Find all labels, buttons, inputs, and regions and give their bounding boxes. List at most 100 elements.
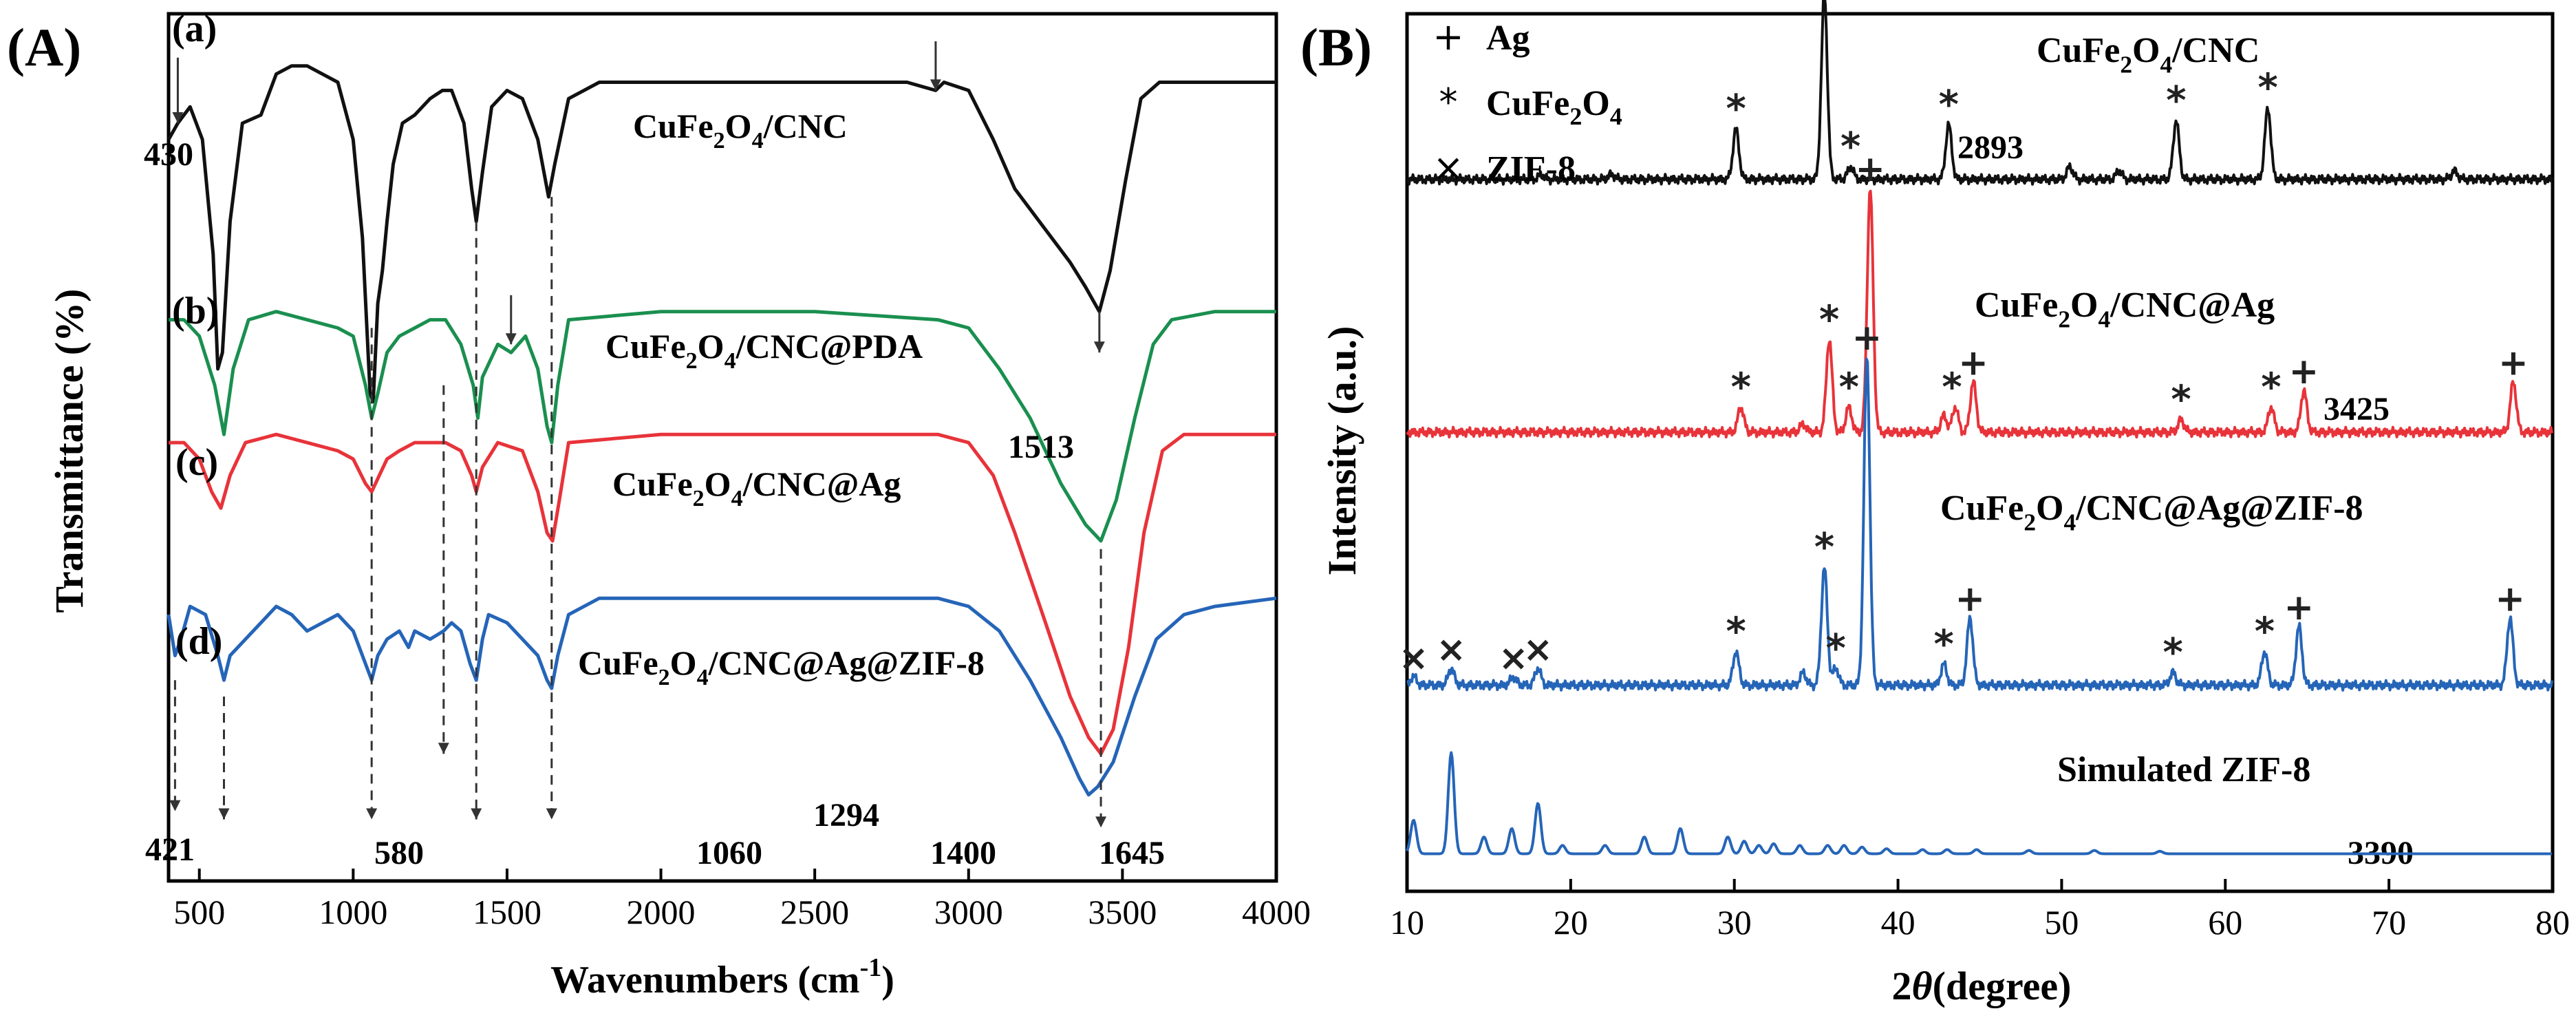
ftir-series-c	[169, 432, 1276, 756]
legend-symbol: *	[1439, 81, 1458, 124]
legend-symbol: +	[1432, 15, 1463, 59]
xrd-peak-marker: *	[1840, 125, 1860, 169]
ftir-x-tick-label: 3000	[934, 893, 1003, 931]
ftir-x-tick-label: 2000	[627, 893, 696, 931]
xrd-peak-marker: *	[1731, 365, 1751, 410]
ftir-annotation-arrow	[930, 79, 941, 91]
ftir-series-d	[167, 596, 1277, 797]
xrd-peak-marker: *	[2166, 78, 2186, 123]
panel-b-label: (B)	[1300, 17, 1372, 77]
xrd-peak-marker: *	[1839, 365, 1859, 410]
ftir-series-a	[167, 64, 1276, 404]
xrd-x-tick-label: 30	[1717, 903, 1752, 942]
ftir-tag-c: (c)	[175, 441, 218, 484]
ftir-annotation-label: 580	[374, 835, 424, 871]
xrd-series-B4	[1406, 751, 2553, 856]
panel-b-y-label: Intensity (a.u.)	[1320, 326, 1364, 576]
xrd-peak-marker: ×	[1399, 637, 1429, 679]
ftir-annotation-arrow	[366, 808, 378, 820]
ftir-x-tick-label: 500	[173, 893, 225, 931]
ftir-annotation-arrow	[505, 333, 517, 345]
xrd-peak-marker: *	[2257, 65, 2277, 110]
ftir-annotation-arrow	[218, 808, 230, 820]
ftir-annotation-arrow	[438, 743, 449, 754]
xrd-x-tick-label: 20	[1554, 903, 1588, 942]
xrd-series-B2	[1406, 189, 2553, 439]
xrd-peak-marker: *	[1814, 525, 1834, 570]
xrd-x-tick-label: 10	[1390, 903, 1424, 942]
ftir-annotation-arrow	[169, 800, 181, 811]
xrd-peak-marker: *	[2255, 610, 2275, 655]
xrd-x-tick-label: 50	[2044, 903, 2079, 942]
xrd-peak-marker: +	[2495, 579, 2525, 620]
panel-a-label: (A)	[7, 17, 81, 77]
panel-a-x-label: Wavenumbers (cm-1)	[550, 953, 894, 1001]
ftir-x-tick-label: 4000	[1242, 893, 1311, 931]
xrd-peak-marker: +	[1955, 579, 1985, 620]
panel-b: (B) *********+*+**++××××***+*+**++CuFe2O…	[1300, 0, 2570, 1008]
ftir-annotation-arrow	[1095, 816, 1107, 828]
panel-b-plot-frame	[1405, 12, 2555, 893]
xrd-peak-marker: +	[1852, 317, 1882, 359]
ftir-x-tick-label: 1000	[319, 893, 387, 931]
ftir-annotation-arrow	[1093, 341, 1105, 353]
xrd-label-B2: CuFe2O4/CNC@Ag	[1975, 286, 2275, 333]
xrd-series-B1	[1406, 0, 2553, 186]
xrd-peak-marker: *	[2261, 365, 2281, 410]
xrd-peak-marker: *	[1934, 622, 1954, 667]
ftir-label-b: CuFe2O4/CNC@PDA	[605, 327, 923, 374]
xrd-peak-marker: ×	[1499, 637, 1529, 679]
xrd-peak-marker: +	[1958, 343, 1988, 384]
legend-label: Ag	[1486, 19, 1530, 58]
ftir-annotation-label: 1400	[930, 835, 996, 871]
legend-label: CuFe2O4	[1486, 84, 1622, 130]
xrd-peak-marker: +	[2284, 587, 2315, 628]
ftir-annotation-label: 1294	[813, 797, 879, 833]
xrd-peak-marker: ×	[1436, 629, 1466, 670]
xrd-series-B3	[1406, 357, 2553, 692]
xrd-peak-marker: +	[2289, 351, 2319, 392]
ftir-annotation-arrow	[546, 808, 557, 820]
legend-label: ZIF-8	[1486, 149, 1576, 189]
ftir-annotation-arrow	[471, 808, 482, 820]
ftir-annotation-label: 3425	[2323, 391, 2390, 427]
legend-symbol: ×	[1432, 146, 1463, 189]
panel-a-y-label: Transmittance (%)	[47, 289, 92, 613]
xrd-peak-marker: ×	[1523, 629, 1553, 670]
ftir-tag-a: (a)	[172, 8, 217, 50]
xrd-x-tick-label: 40	[1881, 903, 1915, 942]
xrd-x-tick-label: 70	[2372, 903, 2406, 942]
xrd-label-B3: CuFe2O4/CNC@Ag@ZIF-8	[1940, 489, 2363, 536]
xrd-peak-marker: *	[1726, 87, 1746, 131]
ftir-x-tick-label: 1500	[473, 893, 541, 931]
ftir-annotation-label: 430	[144, 136, 193, 173]
xrd-x-tick-label: 60	[2208, 903, 2242, 942]
xrd-peak-marker: *	[2163, 630, 2183, 675]
ftir-tag-d: (d)	[175, 620, 222, 663]
ftir-x-tick-label: 2500	[780, 893, 849, 931]
xrd-x-tick-label: 80	[2535, 903, 2570, 942]
panel-a-plot-frame	[167, 12, 1278, 883]
ftir-label-a: CuFe2O4/CNC	[633, 107, 848, 153]
ftir-x-tick-label: 3500	[1088, 893, 1157, 931]
xrd-peak-marker: *	[1939, 83, 1959, 127]
xrd-label-B1: CuFe2O4/CNC	[2037, 31, 2260, 78]
ftir-annotation-label: 1513	[1008, 429, 1074, 465]
xrd-peak-marker: *	[1726, 610, 1746, 655]
panel-a: (A) (a) CuFe2O4/CNC (b) CuFe2O4/CNC@PDA (c) C…	[7, 8, 2414, 1001]
ftir-tag-b: (b)	[172, 290, 219, 332]
ftir-annotation-label: 1645	[1099, 835, 1165, 871]
ftir-label-d: CuFe2O4/CNC@Ag@ZIF-8	[578, 644, 985, 690]
panel-b-x-label: 2θ(degree)	[1892, 964, 2072, 1008]
ftir-annotation-label: 2893	[1957, 129, 2024, 166]
ftir-annotation-label: 1060	[696, 835, 762, 871]
xrd-peak-marker: *	[2171, 378, 2191, 423]
xrd-label-B4: Simulated ZIF-8	[2057, 750, 2310, 789]
ftir-label-c: CuFe2O4/CNC@Ag	[612, 465, 901, 511]
ftir-series-b	[169, 310, 1276, 543]
xrd-peak-marker: +	[1855, 149, 1885, 190]
xrd-peak-marker: *	[1826, 626, 1846, 671]
xrd-peak-marker: *	[1942, 365, 1962, 410]
xrd-peak-marker: +	[2498, 343, 2529, 384]
